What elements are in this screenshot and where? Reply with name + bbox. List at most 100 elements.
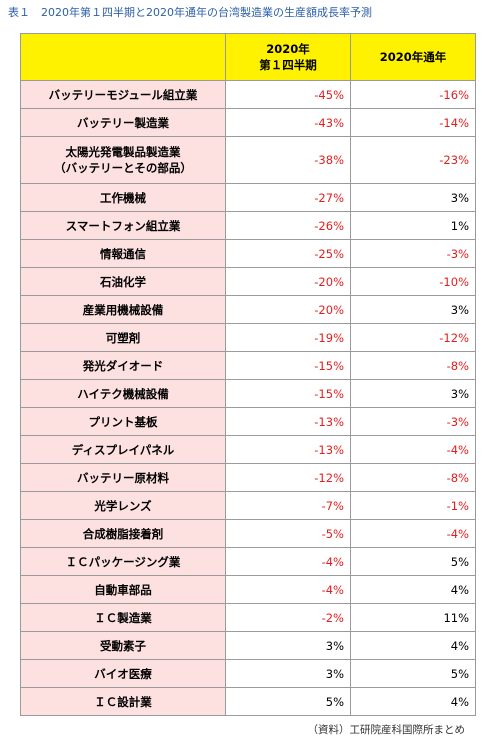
label-text: スマートフォン組立業	[65, 218, 181, 233]
value-cell: 4%	[350, 687, 476, 716]
label-text: プリント基板	[88, 414, 158, 429]
label-text: 発光ダイオード	[82, 358, 164, 373]
value-cell: -45%	[225, 80, 351, 109]
row-label: 太陽光発電製品製造業 （バッテリーとその部品）	[20, 136, 226, 184]
value-cell: -38%	[225, 136, 351, 184]
value-cell: -15%	[225, 351, 351, 380]
table-row: プリント基板 -13% -3%	[20, 407, 476, 436]
value-cell: -43%	[225, 108, 351, 137]
table-row: ＩＣ製造業 -2% 11%	[20, 603, 476, 632]
value-cell: -7%	[225, 491, 351, 520]
header-cell: 2020年第１四半期	[225, 33, 351, 81]
table-row: 産業用機械設備 -20% 3%	[20, 295, 476, 324]
value-cell: -4%	[225, 575, 351, 604]
row-label: バッテリー原材料	[20, 463, 226, 492]
row-label: 可塑剤	[20, 323, 226, 352]
table-row: バイオ医療 3% 5%	[20, 659, 476, 688]
label-text: バッテリー製造業	[77, 115, 169, 130]
table-row: 発光ダイオード -15% -8%	[20, 351, 476, 380]
row-label: 光学レンズ	[20, 491, 226, 520]
row-label: ディスプレイパネル	[20, 435, 226, 464]
label-text: 受動素子	[100, 638, 146, 653]
table-row: 受動素子 3% 4%	[20, 631, 476, 660]
row-label: ＩＣ設計業	[20, 687, 226, 716]
value-cell: -2%	[225, 603, 351, 632]
header-row: 2020年第１四半期 2020年通年	[20, 33, 476, 81]
row-label: 情報通信	[20, 239, 226, 268]
table-row: ＩＣ設計業 5% 4%	[20, 687, 476, 716]
value-cell: -4%	[350, 435, 476, 464]
value-cell: -15%	[225, 379, 351, 408]
label-text: 可塑剤	[105, 330, 141, 345]
row-label: 自動車部品	[20, 575, 226, 604]
label-text: 工作機械	[100, 190, 146, 205]
value-cell: -16%	[350, 80, 476, 109]
table-row: ディスプレイパネル -13% -4%	[20, 435, 476, 464]
value-cell: 11%	[350, 603, 476, 632]
value-cell: 5%	[350, 547, 476, 576]
value-cell: -8%	[350, 351, 476, 380]
value-cell: -4%	[350, 519, 476, 548]
label-text: 産業用機械設備	[82, 302, 164, 317]
value-cell: -1%	[350, 491, 476, 520]
label-text: バッテリーモジュール組立業	[48, 87, 198, 102]
value-cell: 5%	[225, 687, 351, 716]
row-label: ＩＣ製造業	[20, 603, 226, 632]
value-cell: -19%	[225, 323, 351, 352]
label-text: バイオ医療	[94, 666, 152, 681]
row-label: 工作機械	[20, 183, 226, 212]
table-row: ハイテク機械設備 -15% 3%	[20, 379, 476, 408]
label-text: ハイテク機械設備	[77, 386, 169, 401]
header-text: 2020年通年	[379, 50, 447, 64]
value-cell: -13%	[225, 407, 351, 436]
table: 2020年 第１四半期 2020年通年 バッテリーモジュール組立業 -45% -16% バ…	[20, 33, 476, 716]
table-row: 自動車部品 -4% 4%	[20, 575, 476, 604]
label-text: 太陽光発電製品製造業	[65, 145, 181, 159]
value-cell: -13%	[225, 435, 351, 464]
label-text: 自動車部品	[94, 582, 152, 597]
header-text: 第１四半期	[259, 58, 317, 72]
table-row: 太陽光発電製品製造業 （バッテリーとその部品） -38% -23%	[20, 136, 476, 184]
row-label: 産業用機械設備	[20, 295, 226, 324]
source: （資料）工研院産科国際所まとめ	[307, 724, 466, 736]
value-cell: -12%	[350, 323, 476, 352]
header-text: 2020年	[266, 42, 310, 56]
value-cell: -8%	[350, 463, 476, 492]
value-cell: -5%	[225, 519, 351, 548]
row-label: 石油化学	[20, 267, 226, 296]
header-cell: 2020年通年	[350, 33, 476, 81]
label-text: バッテリー原材料	[77, 470, 169, 485]
label-text: ＩＣパッケージング業	[65, 554, 181, 569]
value-cell: 3%	[225, 659, 351, 688]
value-cell: 4%	[350, 631, 476, 660]
table-row: 可塑剤 -19% -12%	[20, 323, 476, 352]
value-cell: -10%	[350, 267, 476, 296]
value-cell: -3%	[350, 407, 476, 436]
table-row: 光学レンズ -7% -1%	[20, 491, 476, 520]
label-text: 光学レンズ	[94, 498, 152, 513]
table-row: バッテリーモジュール組立業 -45% -16%	[20, 80, 476, 109]
row-label: バッテリー製造業	[20, 108, 226, 137]
header-cell	[20, 33, 226, 81]
label-text: ＩＣ設計業	[94, 694, 152, 709]
label-text: （バッテリーとその部品）	[54, 161, 192, 175]
table-row: 工作機械 -27% 3%	[20, 183, 476, 212]
label-text: 石油化学	[100, 274, 146, 289]
table-row: バッテリー原材料 -12% -8%	[20, 463, 476, 492]
value-cell: 3%	[350, 295, 476, 324]
table-row: 石油化学 -20% -10%	[20, 267, 476, 296]
value-cell: -26%	[225, 211, 351, 240]
title: 表１ 2020年第１四半期と2020年通年の台湾製造業の生産額成長率予測	[8, 6, 372, 19]
row-label: バッテリーモジュール組立業	[20, 80, 226, 109]
table-row: ＩＣパッケージング業 -4% 5%	[20, 547, 476, 576]
row-label: バイオ医療	[20, 659, 226, 688]
label-text: ディスプレイパネル	[71, 442, 175, 457]
value-cell: 3%	[350, 183, 476, 212]
row-label: ＩＣパッケージング業	[20, 547, 226, 576]
value-cell: -27%	[225, 183, 351, 212]
row-label: 合成樹脂接着剤	[20, 519, 226, 548]
label-text: 情報通信	[100, 246, 146, 261]
row-label: スマートフォン組立業	[20, 211, 226, 240]
value-cell: 3%	[225, 631, 351, 660]
